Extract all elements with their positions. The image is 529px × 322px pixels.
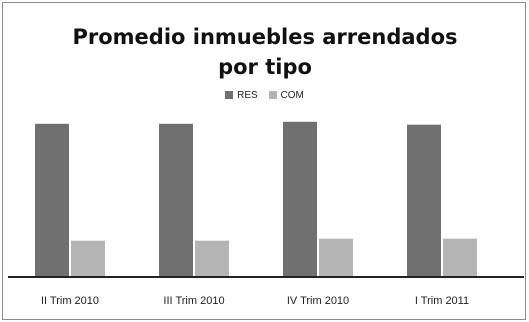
legend-swatch-com [268,91,277,99]
chart-title: Promedio inmuebles arrendados por tipo [72,25,458,79]
x-tick-labels: II Trim 2010 III Trim 2010 IV Trim 2010 I T… [41,295,469,307]
x-tick-label-1: II Trim 2010 [41,295,99,307]
legend-item-res: RES [225,90,258,101]
bar-com-3 [319,238,353,277]
x-tick-label-3: IV Trim 2010 [287,295,349,307]
legend-label-com: COM [280,90,304,101]
x-tick-label-4: I Trim 2011 [415,295,469,307]
bar-res-1 [35,123,69,277]
bar-res-2 [159,123,193,277]
bar-group [35,121,477,277]
bar-res-3 [283,121,317,277]
bar-com-2 [195,240,229,277]
legend-item-com: COM [268,90,304,101]
bar-com-1 [71,240,105,277]
bar-com-4 [443,238,477,277]
x-tick-label-2: III Trim 2010 [163,295,224,307]
legend-swatch-res [225,91,234,99]
chart-legend: RES COM [0,90,529,101]
legend-label-res: RES [237,90,258,101]
bar-res-4 [407,124,441,277]
